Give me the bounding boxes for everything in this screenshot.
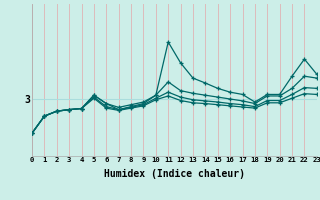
X-axis label: Humidex (Indice chaleur): Humidex (Indice chaleur): [104, 169, 245, 179]
